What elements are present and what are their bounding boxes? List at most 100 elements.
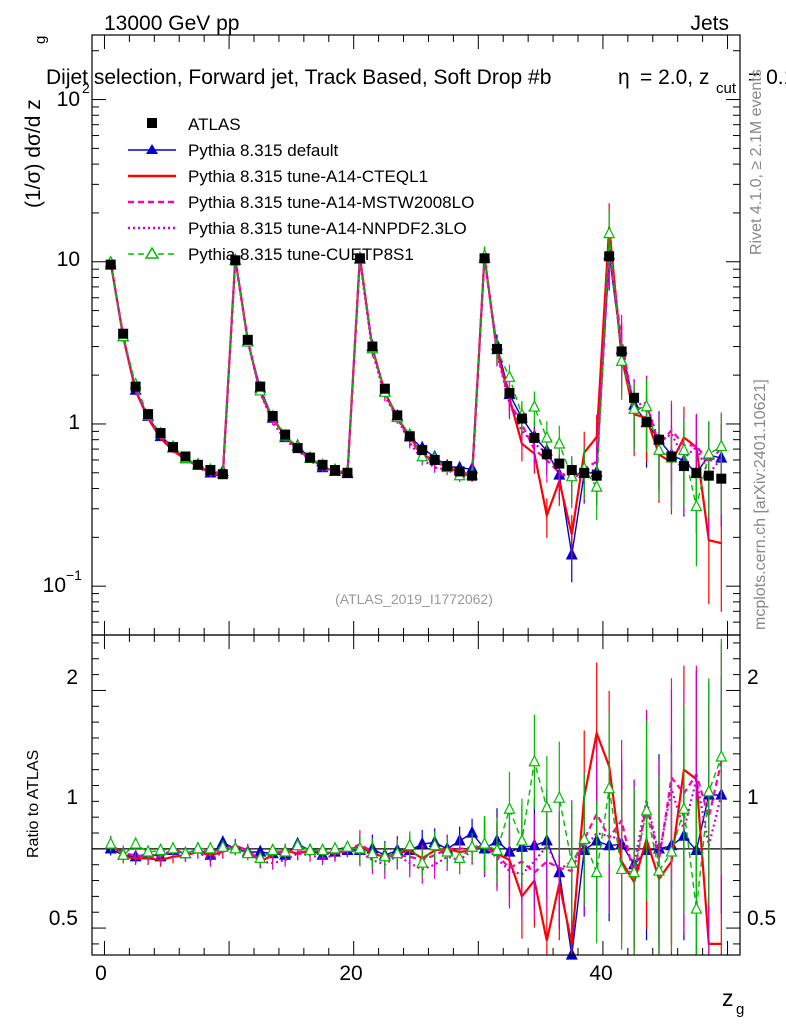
ratio-marker-4 [416,855,429,868]
ratio-marker-4 [578,832,591,844]
atlas-data-point [379,383,390,394]
ratio-marker-4 [466,839,479,852]
main-y-axis-label-subscript: g [32,36,49,44]
atlas-data-point [442,461,453,472]
atlas-data-point [280,429,291,440]
main-marker-4 [590,479,603,492]
y-tick-label-0.1: 10 [43,574,66,597]
ratio-plot-frame [91,634,741,956]
ratio-marker-4 [665,844,678,857]
atlas-data-point [529,432,540,443]
ratio-marker-4 [316,843,329,856]
ratio-marker-4 [628,865,641,878]
legend-label-default: Pythia 8.315 default [188,141,339,160]
x-axis-label-subscript: g [736,1001,744,1018]
main-series-line-0 [110,254,722,555]
atlas-data-point [479,253,490,264]
main-marker-4 [503,370,516,382]
main-marker-4 [615,353,628,366]
atlas-data-point [292,443,303,454]
ratio-marker-4 [366,846,379,859]
main-series-line-2 [109,251,723,483]
ratio-marker-4 [403,838,416,851]
atlas-data-point [429,454,440,465]
ratio-marker-4 [378,849,391,862]
ratio-marker-4 [216,839,229,852]
ratio-marker-4 [391,846,404,859]
atlas-data-point [716,473,727,484]
ratio-y-axis-label: Ratio to ATLAS [25,750,42,858]
atlas-data-point [678,461,689,472]
ratio-tick-label-left-2: 2 [66,666,78,689]
atlas-data-point [180,451,191,462]
ratio-marker-4 [179,846,192,859]
y-tick-label-1: 1 [68,411,80,434]
ratio-marker-4 [304,843,317,856]
ratio-series-line-3 [110,778,723,876]
atlas-data-point [330,465,340,476]
legend-entry-nnpdf: Pythia 8.315 tune-A14-NNPDF2.3LO [128,219,467,238]
atlas-data-point [342,467,353,478]
legend-entry-mstw: Pythia 8.315 tune-A14-MSTW2008LO [128,193,474,212]
energy-label: 13000 GeV pp [104,12,239,35]
ratio-marker-4 [129,836,142,849]
legend-marker-default [146,144,158,154]
atlas-data-point [554,458,565,469]
ratio-marker-4 [279,844,292,857]
legend-entry-atlas: ATLAS [147,115,241,134]
y-tick-label-100-exp: 2 [82,80,90,96]
ratio-marker-4 [191,841,204,854]
ratio-marker-4 [653,863,665,876]
main-y-axis-label: (1/σ) dσ/d z [22,99,45,208]
atlas-data-point [305,452,316,463]
plot-layer [92,35,740,960]
main-marker-4 [653,442,665,455]
plot-title-suffix-subscript: cut [716,80,737,97]
ratio-marker-4 [503,801,516,814]
atlas-data-point [118,328,129,339]
main-marker-4 [540,430,553,443]
atlas-data-point [230,255,241,266]
legend: ATLAS Pythia 8.315 default Pythia 8.315 … [128,115,474,264]
x-tick-label-20: 20 [339,962,362,985]
ratio-marker-4 [515,833,528,846]
ratio-series-line-4 [110,756,722,910]
ratio-marker-4 [353,841,366,854]
ratio-tick-label-right-0.5: 0.5 [747,907,776,930]
atlas-data-point [205,465,216,476]
atlas-data-point [641,416,652,427]
main-marker-4 [690,499,703,512]
x-tick-label-0: 0 [95,962,107,985]
ratio-marker-4 [117,847,130,860]
atlas-data-point [604,251,615,262]
analysis-label: (ATLAS_2019_I1772062) [335,591,493,607]
atlas-data-point [155,427,166,438]
ratio-marker-4 [615,862,628,875]
legend-entry-default: Pythia 8.315 default [128,141,339,160]
ratio-marker-4 [565,855,578,868]
ratio-series-line-2 [110,761,723,878]
ratio-marker-4 [291,838,304,851]
ratio-series-line-1 [109,729,722,946]
x-axis-label: z [722,985,734,1011]
ratio-marker-4 [329,841,341,854]
main-marker-4 [640,399,653,412]
ratio-marker-4 [690,901,703,914]
atlas-data-point [492,343,502,354]
atlas-data-point [417,445,428,456]
atlas-data-point [516,413,527,424]
atlas-data-point [354,253,365,264]
atlas-data-point [105,259,116,270]
main-marker-4 [603,226,616,239]
atlas-data-point [454,466,465,477]
atlas-data-point [217,469,228,480]
plot-title-suffix: = 2.0, z [640,66,709,89]
legend-marker-cuetp8s1 [144,246,160,259]
legend-label-cteql1: Pythia 8.315 tune-A14-CTEQL1 [188,167,428,186]
atlas-data-point [541,449,552,460]
plot-title: Dijet selection, Forward jet, Track Base… [46,66,551,89]
main-marker-4 [416,449,429,462]
ratio-marker-4 [540,800,553,813]
main-marker-4 [565,469,578,482]
